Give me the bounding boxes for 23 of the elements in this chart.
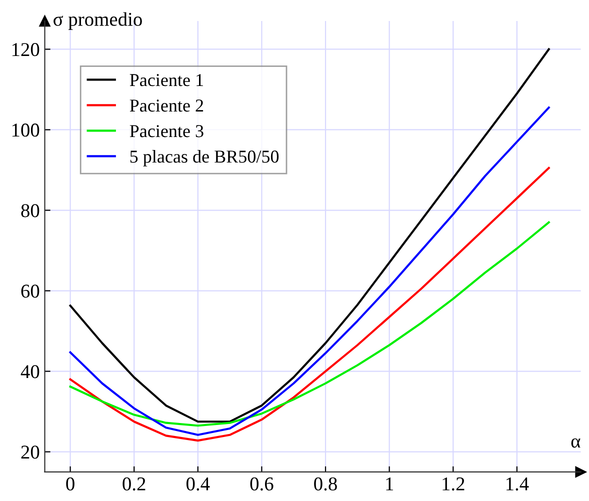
y-tick-label: 20 xyxy=(21,446,40,459)
x-tick-label: 0.6 xyxy=(250,477,274,491)
x-tick-label: 0.8 xyxy=(314,477,337,491)
x-axis-title: α xyxy=(571,438,580,448)
x-tick-label: 1 xyxy=(386,477,394,490)
line-series xyxy=(69,221,550,427)
y-tick-label: 80 xyxy=(21,204,40,218)
x-tick-label: 1.4 xyxy=(506,477,529,491)
x-tick-label: 0.4 xyxy=(186,477,210,491)
line-series xyxy=(69,48,550,423)
y-tick-label: 40 xyxy=(20,365,40,378)
legend-label: Paciente 2 xyxy=(130,100,204,112)
x-tick-label: 0.2 xyxy=(122,477,146,491)
y-axis-title: σ promedio xyxy=(54,12,142,30)
y-tick-label: 60 xyxy=(21,284,40,298)
legend-label: 5 placas de BR50/50 xyxy=(130,150,279,166)
legend-label: Paciente 1 xyxy=(130,74,203,86)
line-series xyxy=(69,166,550,442)
x-tick-label: 0 xyxy=(66,477,74,490)
y-tick-label: 120 xyxy=(12,43,40,56)
legend-label: Paciente 3 xyxy=(130,125,204,138)
y-tick-label: 100 xyxy=(12,124,40,137)
x-tick-label: 1.2 xyxy=(442,477,464,491)
